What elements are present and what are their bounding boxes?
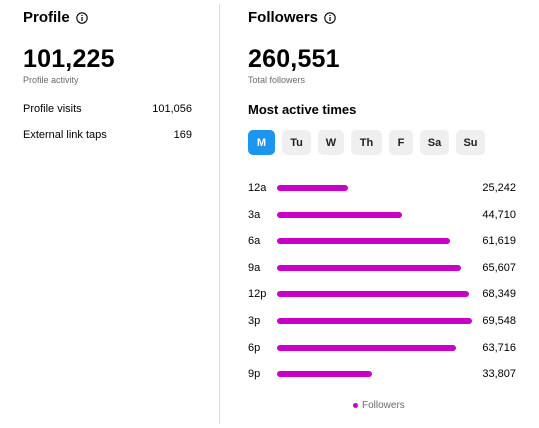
followers-total: 260,551 (248, 45, 340, 73)
day-tab-th[interactable]: Th (351, 130, 382, 155)
followers-total-label: Total followers (248, 75, 306, 85)
bar-followers-6a[interactable] (277, 238, 450, 245)
metric-label-profile-visits: Profile visits (23, 103, 82, 115)
bar-followers-12p[interactable] (277, 291, 469, 298)
metric-value-profile-visits: 101,056 (152, 103, 192, 115)
profile-total: 101,225 (23, 45, 115, 73)
day-tab-f[interactable]: F (389, 130, 413, 155)
bar-followers-3p[interactable] (277, 318, 472, 324)
profile-title-group: Profile (23, 9, 88, 26)
day-tab-sa[interactable]: Sa (420, 130, 449, 155)
bar-category-label: 3p (248, 315, 261, 327)
bar-followers-9p[interactable] (277, 371, 372, 378)
chart-legend: Followers (353, 400, 405, 411)
bar-value-label: 69,548 (482, 315, 516, 327)
bar-category-label: 3a (248, 208, 261, 221)
bar-category-label: 9p (248, 368, 261, 381)
day-tab-su[interactable]: Su (456, 130, 485, 155)
profile-total-label: Profile activity (23, 75, 79, 85)
bar-value-label: 44,710 (482, 208, 516, 221)
day-tab-w[interactable]: W (318, 130, 344, 155)
metric-value-external-link-taps: 169 (173, 129, 192, 141)
bar-followers-3a[interactable] (277, 211, 403, 218)
followers-title-group: Followers (248, 9, 336, 26)
day-tabs: M Tu W Th F Sa Su (248, 130, 485, 155)
followers-title: Followers (248, 9, 319, 26)
day-tab-tu[interactable]: Tu (282, 130, 311, 155)
bar-value-label: 61,619 (482, 235, 516, 248)
bar-value-label: 63,716 (482, 341, 516, 354)
bar-followers-12a[interactable] (277, 185, 348, 191)
bar-followers-6p[interactable] (277, 344, 456, 351)
bar-category-label: 6a (248, 235, 261, 248)
day-tab-m[interactable]: M (248, 130, 275, 155)
bar-value-label: 25,242 (482, 182, 516, 194)
bar-followers-9a[interactable] (277, 264, 461, 271)
bar-category-label: 9a (248, 261, 261, 274)
info-icon[interactable] (324, 11, 336, 24)
legend-label: Followers (362, 400, 405, 411)
info-icon[interactable] (75, 11, 88, 24)
profile-title: Profile (23, 9, 70, 26)
metric-label-external-link-taps: External link taps (23, 129, 107, 141)
bar-category-label: 6p (248, 341, 261, 354)
bar-category-label: 12a (248, 182, 267, 194)
bar-value-label: 65,607 (482, 261, 516, 274)
most-active-times-heading: Most active times (248, 102, 357, 117)
bar-value-label: 68,349 (482, 288, 516, 301)
legend-dot-icon (353, 403, 358, 408)
bar-category-label: 12p (248, 288, 267, 301)
bar-value-label: 33,807 (482, 368, 516, 381)
section-divider (219, 4, 220, 424)
